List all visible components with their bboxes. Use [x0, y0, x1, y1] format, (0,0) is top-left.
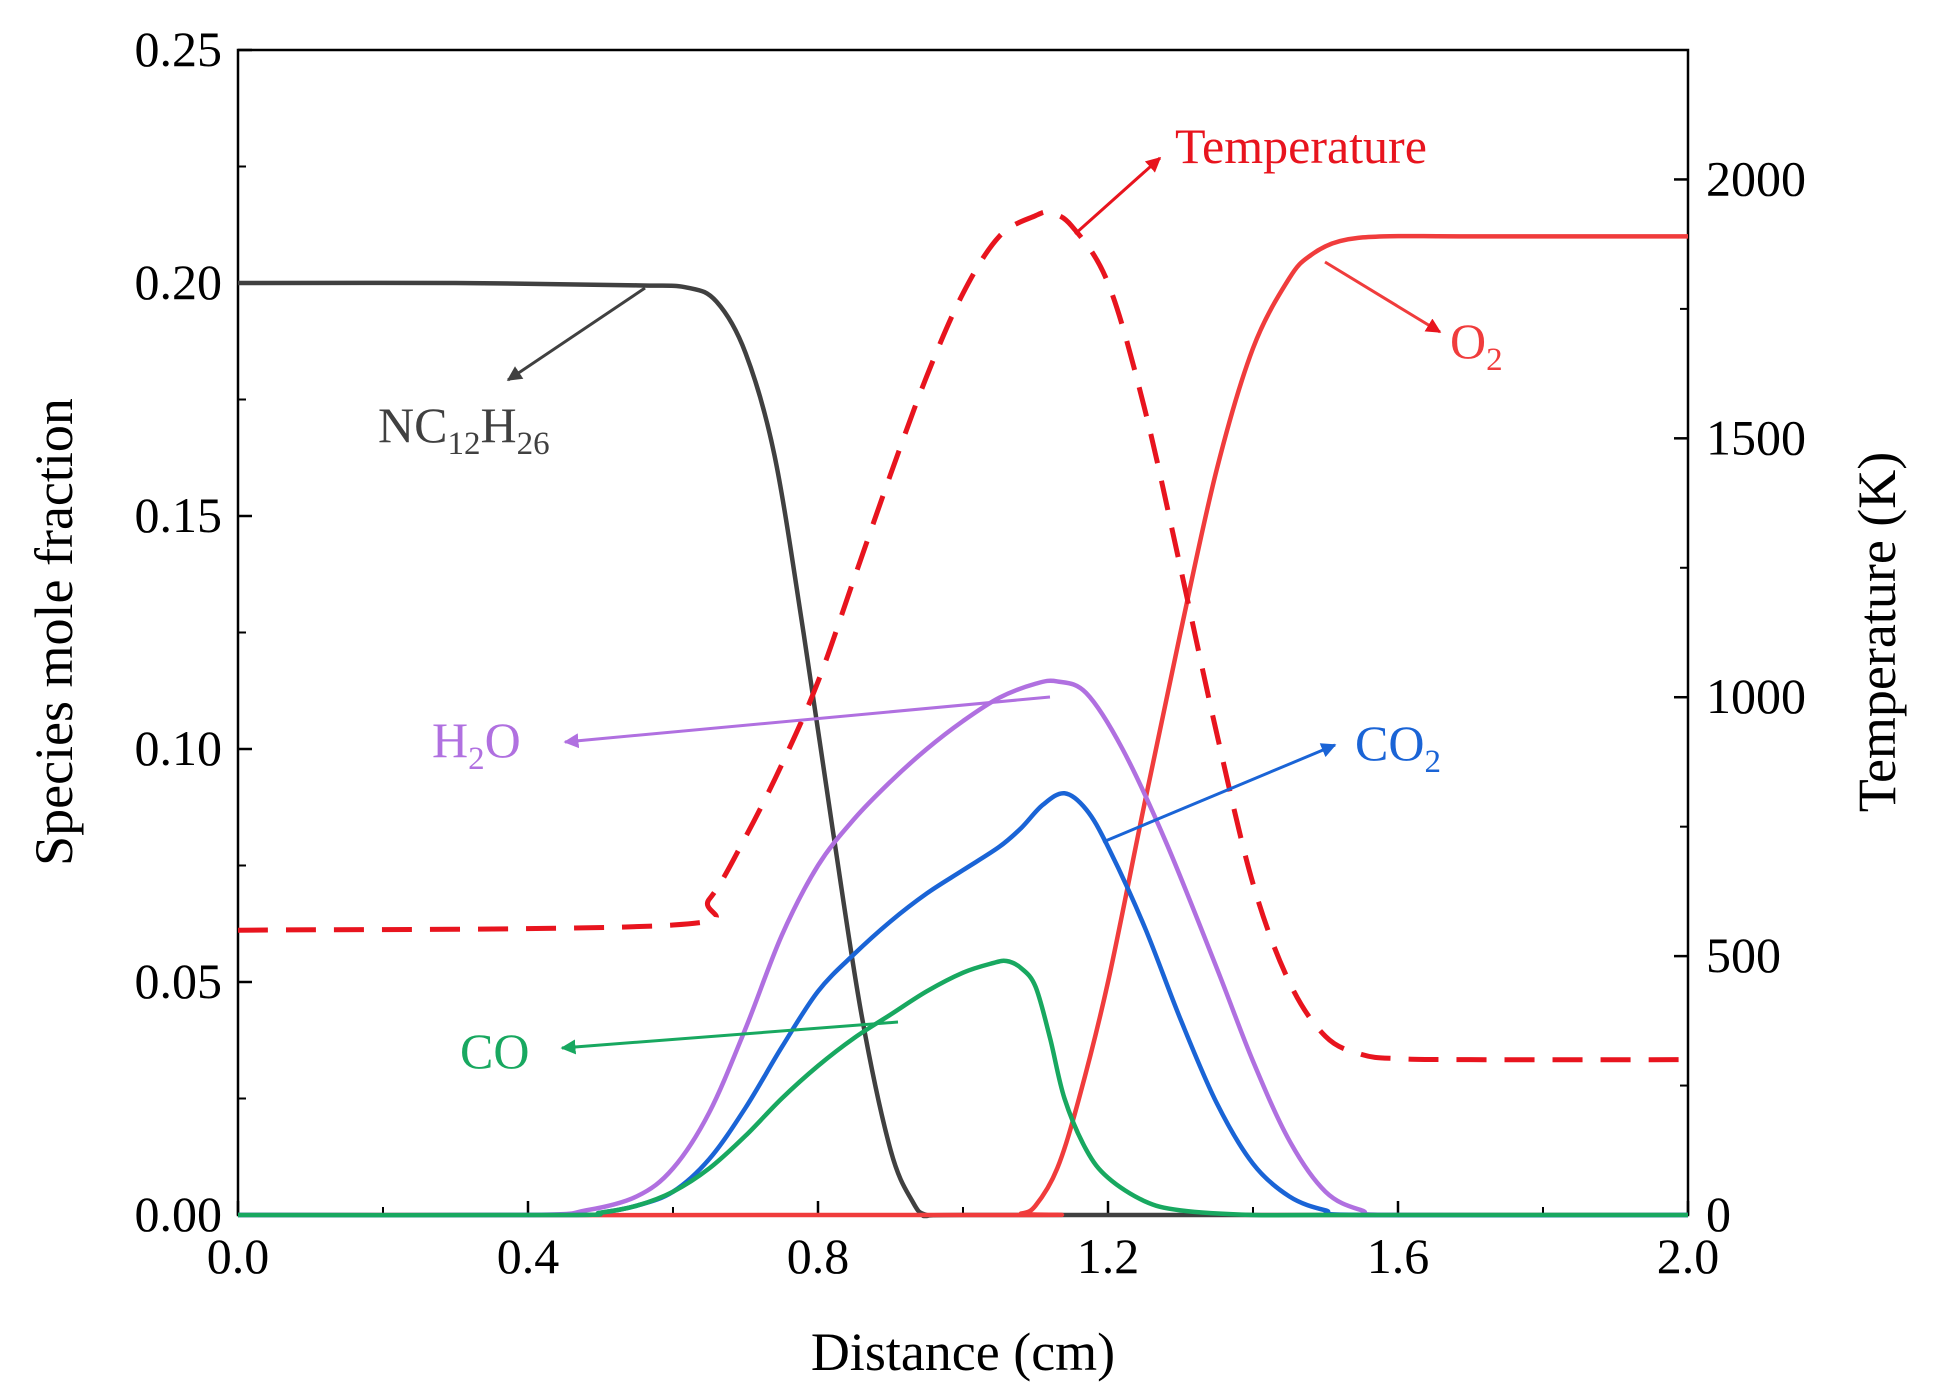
series-lines: [237, 209, 1689, 1219]
y-tick-label: 0.20: [135, 254, 223, 310]
x-axis-title: Distance (cm): [811, 1322, 1115, 1382]
y2-axis-title: Temperature (K): [1847, 452, 1907, 813]
x-tick-label: 1.6: [1367, 1228, 1430, 1284]
series-line-co2: [237, 791, 1689, 1218]
plot-frame: [236, 48, 1690, 1217]
co2-arrow: [1102, 743, 1337, 844]
annotation-temperature: Temperature: [1175, 118, 1427, 174]
series-line-nc12h26: [237, 280, 1688, 1219]
series-line-h2o: [237, 678, 1689, 1218]
annotation-nc12h26: NC12H26: [378, 397, 550, 462]
annotation-co2: CO2: [1355, 715, 1441, 780]
y-tick-label: 0.05: [135, 953, 223, 1009]
annotation-o2: O2: [1450, 313, 1503, 378]
y2-tick-label: 1000: [1706, 668, 1806, 724]
nc12h26-arrow: [506, 286, 646, 382]
co-arrow: [560, 1020, 899, 1055]
temperature-arrow: [1074, 156, 1162, 236]
annotation-arrows: [506, 156, 1442, 1055]
y-tick-label: 0.15: [135, 487, 223, 543]
annotation-co: CO: [460, 1023, 529, 1079]
y2-tick-label: 500: [1706, 927, 1781, 983]
y2-tick-label: 0: [1706, 1186, 1731, 1242]
x-tick-label: 1.2: [1077, 1228, 1140, 1284]
y2-tick-label: 1500: [1706, 409, 1806, 465]
o2-arrow: [1324, 260, 1442, 334]
h2o-arrow: [563, 695, 1051, 749]
y-tick-label: 0.25: [135, 21, 223, 77]
annotation-h2o: H2O: [432, 712, 521, 777]
x-tick-label: 0.8: [787, 1228, 850, 1284]
x-tick-label: 0.4: [497, 1228, 560, 1284]
y-axis-title: Species mole fraction: [24, 398, 84, 866]
y2-tick-label: 2000: [1706, 150, 1806, 206]
x-tick-label: 2.0: [1657, 1228, 1720, 1284]
x-tick-label: 0.0: [207, 1228, 270, 1284]
y-tick-label: 0.00: [135, 1186, 223, 1242]
axis-ticks: 0.0 0.4 0.8 1.2 1.6 2.0 0.00 0.05 0.10 0.15 0.20 0.…: [135, 21, 1807, 1284]
y-tick-label: 0.10: [135, 720, 223, 776]
series-line-temperature: [237, 209, 1689, 1063]
series-line-o2: [237, 233, 1688, 1218]
series-line-co: [237, 958, 1688, 1218]
